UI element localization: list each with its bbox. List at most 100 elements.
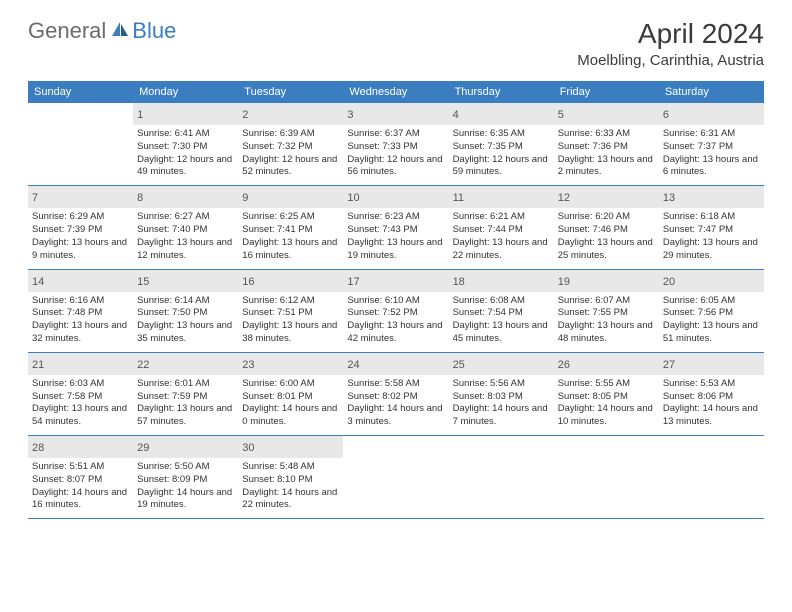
sunset-line: Sunset: 8:06 PM [663,391,760,404]
day-cell: 8Sunrise: 6:27 AMSunset: 7:40 PMDaylight… [133,186,238,268]
day-number-bar: 18 [449,270,554,292]
daylight-line: Daylight: 12 hours and 49 minutes. [137,154,234,180]
day-number: 3 [347,109,353,121]
day-cell: 16Sunrise: 6:12 AMSunset: 7:51 PMDayligh… [238,270,343,352]
daylight-line: Daylight: 14 hours and 13 minutes. [663,403,760,429]
day-number: 16 [242,276,254,288]
daylight-line: Daylight: 13 hours and 12 minutes. [137,237,234,263]
logo-sail-icon [110,20,130,43]
day-number-bar: 7 [28,186,133,208]
sunset-line: Sunset: 7:55 PM [558,307,655,320]
day-number: 5 [558,109,564,121]
sunset-line: Sunset: 7:36 PM [558,141,655,154]
daylight-line: Daylight: 14 hours and 22 minutes. [242,487,339,513]
day-number: 28 [32,442,44,454]
sunrise-line: Sunrise: 5:55 AM [558,378,655,391]
day-cell: 19 Sunrise: 6:07 AMSunset: 7:55 PMDayligh… [554,270,659,352]
daylight-line: Daylight: 13 hours and 19 minutes. [347,237,444,263]
day-number-bar: 6 [659,103,764,125]
sunrise-line: Sunrise: 5:53 AM [663,378,760,391]
week-row: 14Sunrise: 6:16 AMSunset: 7:48 PMDayligh… [28,270,764,353]
sunrise-line: Sunrise: 6:18 AM [663,211,760,224]
day-cell: 6Sunrise: 6:31 AMSunset: 7:37 PMDaylight… [659,103,764,185]
sunrise-line: Sunrise: 6:08 AM [453,295,550,308]
daylight-line: Daylight: 12 hours and 52 minutes. [242,154,339,180]
day-number: 12 [558,192,570,204]
daylight-line: Daylight: 14 hours and 3 minutes. [347,403,444,429]
sunset-line: Sunset: 8:02 PM [347,391,444,404]
day-number: 20 [663,276,675,288]
sunrise-line: Sunrise: 6:21 AM [453,211,550,224]
day-cell: 17Sunrise: 6:10 AMSunset: 7:52 PMDayligh… [343,270,448,352]
sunset-line: Sunset: 8:05 PM [558,391,655,404]
day-number: 18 [453,276,465,288]
daylight-line: Daylight: 13 hours and 54 minutes. [32,403,129,429]
week-row: 28 Sunrise: 5:51 AMSunset: 8:07 PMDayligh… [28,436,764,519]
day-cell: 4Sunrise: 6:35 AMSunset: 7:35 PMDaylight… [449,103,554,185]
day-header: Monday [133,81,238,103]
day-content: Sunrise: 6:41 AMSunset: 7:30 PMDaylight:… [137,128,234,179]
sunset-line: Sunset: 7:43 PM [347,224,444,237]
sunset-line: Sunset: 8:01 PM [242,391,339,404]
day-number: 9 [242,192,248,204]
day-content: Sunrise: 5:51 AMSunset: 8:07 PMDaylight:… [32,461,129,512]
sunset-line: Sunset: 7:50 PM [137,307,234,320]
sunset-line: Sunset: 8:03 PM [453,391,550,404]
day-number-bar: 28 [28,436,133,458]
day-content: Sunrise: 6:37 AMSunset: 7:33 PMDaylight:… [347,128,444,179]
sunrise-line: Sunrise: 6:16 AM [32,295,129,308]
day-content: Sunrise: 6:05 AMSunset: 7:56 PMDaylight:… [663,295,760,346]
day-cell: 12Sunrise: 6:20 AMSunset: 7:46 PMDayligh… [554,186,659,268]
daylight-line: Daylight: 13 hours and 16 minutes. [242,237,339,263]
day-content: Sunrise: 6:33 AMSunset: 7:36 PMDaylight:… [558,128,655,179]
day-number: 26 [558,359,570,371]
day-number-bar: 22 [133,353,238,375]
day-cell: 7Sunrise: 6:29 AMSunset: 7:39 PMDaylight… [28,186,133,268]
weeks-container: 1Sunrise: 6:41 AMSunset: 7:30 PMDaylight… [28,103,764,519]
daylight-line: Daylight: 13 hours and 2 minutes. [558,154,655,180]
sunset-line: Sunset: 7:56 PM [663,307,760,320]
day-content: Sunrise: 5:58 AMSunset: 8:02 PMDaylight:… [347,378,444,429]
sunset-line: Sunset: 7:48 PM [32,307,129,320]
sunset-line: Sunset: 7:35 PM [453,141,550,154]
day-number: 13 [663,192,675,204]
day-content: Sunrise: 6:00 AMSunset: 8:01 PMDaylight:… [242,378,339,429]
day-content: Sunrise: 5:55 AMSunset: 8:05 PMDaylight:… [558,378,655,429]
day-content: Sunrise: 6:07 AMSunset: 7:55 PMDaylight:… [558,295,655,346]
logo: General Blue [28,18,176,44]
daylight-line: Daylight: 13 hours and 22 minutes. [453,237,550,263]
sunrise-line: Sunrise: 6:10 AM [347,295,444,308]
day-header: Saturday [659,81,764,103]
daylight-line: Daylight: 12 hours and 59 minutes. [453,154,550,180]
day-content: Sunrise: 6:39 AMSunset: 7:32 PMDaylight:… [242,128,339,179]
day-number: 29 [137,442,149,454]
day-cell: 23Sunrise: 6:00 AMSunset: 8:01 PMDayligh… [238,353,343,435]
day-number-bar: 30 [238,436,343,458]
day-number-bar: 24 [343,353,448,375]
day-number-bar: 13 [659,186,764,208]
daylight-line: Daylight: 12 hours and 56 minutes. [347,154,444,180]
sunset-line: Sunset: 7:41 PM [242,224,339,237]
sunrise-line: Sunrise: 6:35 AM [453,128,550,141]
day-number: 15 [137,276,149,288]
sunset-line: Sunset: 7:46 PM [558,224,655,237]
day-number: 30 [242,442,254,454]
sunset-line: Sunset: 7:40 PM [137,224,234,237]
sunset-line: Sunset: 7:37 PM [663,141,760,154]
daylight-line: Daylight: 13 hours and 42 minutes. [347,320,444,346]
day-cell: 2Sunrise: 6:39 AMSunset: 7:32 PMDaylight… [238,103,343,185]
sunrise-line: Sunrise: 5:50 AM [137,461,234,474]
day-cell: 11Sunrise: 6:21 AMSunset: 7:44 PMDayligh… [449,186,554,268]
sunrise-line: Sunrise: 5:56 AM [453,378,550,391]
daylight-line: Daylight: 13 hours and 6 minutes. [663,154,760,180]
day-cell: 22 Sunrise: 6:01 AMSunset: 7:59 PMDayligh… [133,353,238,435]
day-number-bar: 27 [659,353,764,375]
day-content: Sunrise: 6:18 AMSunset: 7:47 PMDaylight:… [663,211,760,262]
day-number: 8 [137,192,143,204]
day-content: Sunrise: 6:01 AMSunset: 7:59 PMDaylight:… [137,378,234,429]
day-content: Sunrise: 6:21 AMSunset: 7:44 PMDaylight:… [453,211,550,262]
daylight-line: Daylight: 13 hours and 51 minutes. [663,320,760,346]
day-number-bar: 19 [554,270,659,292]
day-cell: 29Sunrise: 5:50 AMSunset: 8:09 PMDayligh… [133,436,238,518]
day-cell [28,103,133,185]
